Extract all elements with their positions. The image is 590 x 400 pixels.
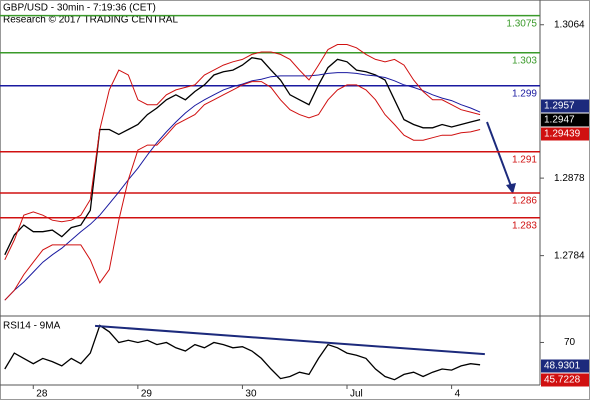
rsi-title: RSI14 - 9MA [3, 321, 61, 332]
level-label: 1.291 [512, 154, 537, 165]
x-tick-label: 28 [36, 389, 48, 400]
y-tick-label: 1.3064 [554, 19, 585, 30]
level-label: 1.286 [512, 196, 537, 207]
price-tag [541, 127, 589, 141]
level-label: 1.3075 [506, 18, 537, 29]
projection-arrow [486, 121, 512, 187]
level-label: 1.299 [512, 88, 537, 99]
price-tag [541, 373, 589, 387]
price-line [4, 57, 481, 256]
y-tick-label: 1.2878 [554, 173, 585, 184]
indicator-line [4, 72, 481, 301]
price-tag [541, 359, 589, 373]
price-tag-label: 48.9301 [544, 361, 581, 372]
projection-arrowhead [506, 183, 516, 194]
x-tick-label: 4 [455, 389, 461, 400]
x-tick-label: Jul [350, 389, 363, 400]
y-tick-label: 1.2784 [554, 250, 585, 261]
price-line [4, 324, 481, 381]
indicator-line [4, 44, 481, 261]
indicator-line [4, 81, 481, 301]
rsi-trendline [94, 324, 485, 356]
price-tag-label: 45.7228 [544, 375, 581, 386]
x-tick-label: 30 [245, 389, 257, 400]
level-label: 1.283 [512, 220, 537, 231]
price-tag-label: 1.2947 [544, 115, 575, 126]
chart-subtitle: Research © 2017 TRADING CENTRAL [3, 15, 178, 26]
price-tag [541, 99, 589, 113]
chart-title: GBP/USD - 30min - 7:19:36 (CET) [3, 3, 156, 14]
price-tag [541, 113, 589, 127]
price-tag-label: 1.29439 [544, 129, 581, 140]
price-tag-label: 1.2957 [544, 101, 575, 112]
x-tick-label: 29 [141, 389, 153, 400]
level-label: 1.303 [512, 55, 537, 66]
y-tick-label: 70 [564, 337, 576, 348]
